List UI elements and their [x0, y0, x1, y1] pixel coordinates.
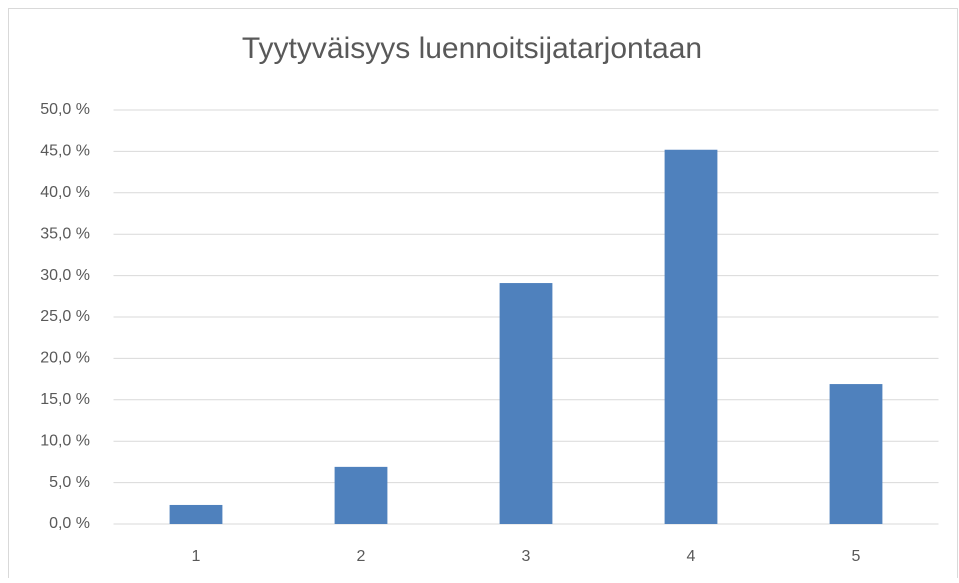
bar [664, 149, 718, 524]
chart-border [8, 8, 958, 583]
y-tick-label: 40,0 % [40, 184, 90, 201]
y-tick-label: 30,0 % [40, 267, 90, 284]
x-tick-label: 2 [357, 548, 366, 565]
y-tick-label: 10,0 % [40, 432, 90, 449]
y-tick-label: 5,0 % [49, 474, 90, 491]
x-tick-label: 1 [192, 548, 201, 565]
bar [169, 504, 223, 524]
y-tick-label: 35,0 % [40, 225, 90, 242]
y-tick-label: 50,0 % [40, 101, 90, 118]
y-tick-label: 0,0 % [49, 515, 90, 532]
x-tick-label: 5 [852, 548, 861, 565]
y-tick-label: 20,0 % [40, 350, 90, 367]
chart-title: Tyytyväisyys luennoitsijatarjontaan [242, 32, 702, 65]
y-tick-label: 15,0 % [40, 391, 90, 408]
bar [829, 384, 883, 524]
x-tick-label: 4 [687, 548, 696, 565]
bar [499, 283, 553, 524]
y-tick-label: 25,0 % [40, 308, 90, 325]
bar [334, 466, 388, 524]
x-tick-label: 3 [522, 548, 531, 565]
y-tick-label: 45,0 % [40, 143, 90, 160]
